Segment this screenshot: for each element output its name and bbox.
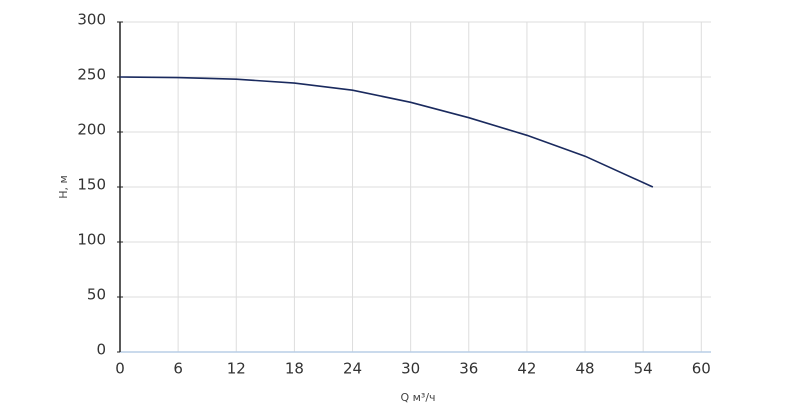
- y-tick-label: 200: [77, 121, 106, 139]
- y-tick-label: 0: [96, 341, 106, 359]
- x-tick-label: 36: [459, 360, 478, 378]
- x-tick-label: 12: [227, 360, 246, 378]
- x-tick-label: 24: [343, 360, 362, 378]
- y-tick-label: 100: [77, 231, 106, 249]
- x-tick-label: 18: [285, 360, 304, 378]
- x-tick-label: 30: [401, 360, 420, 378]
- x-tick-label: 48: [576, 360, 595, 378]
- x-axis-label: Q м³/ч: [400, 391, 435, 404]
- x-tick-label: 6: [173, 360, 183, 378]
- y-tick-label: 50: [87, 286, 106, 304]
- x-tick-label: 0: [115, 360, 125, 378]
- y-axis-label: H, м: [57, 175, 70, 199]
- y-tick-label: 150: [77, 176, 106, 194]
- x-tick-label: 54: [634, 360, 653, 378]
- y-tick-label: 300: [77, 11, 106, 29]
- line-series: [119, 76, 654, 188]
- x-tick-label: 42: [517, 360, 536, 378]
- x-tick-label: 60: [692, 360, 711, 378]
- y-tick-label: 250: [77, 66, 106, 84]
